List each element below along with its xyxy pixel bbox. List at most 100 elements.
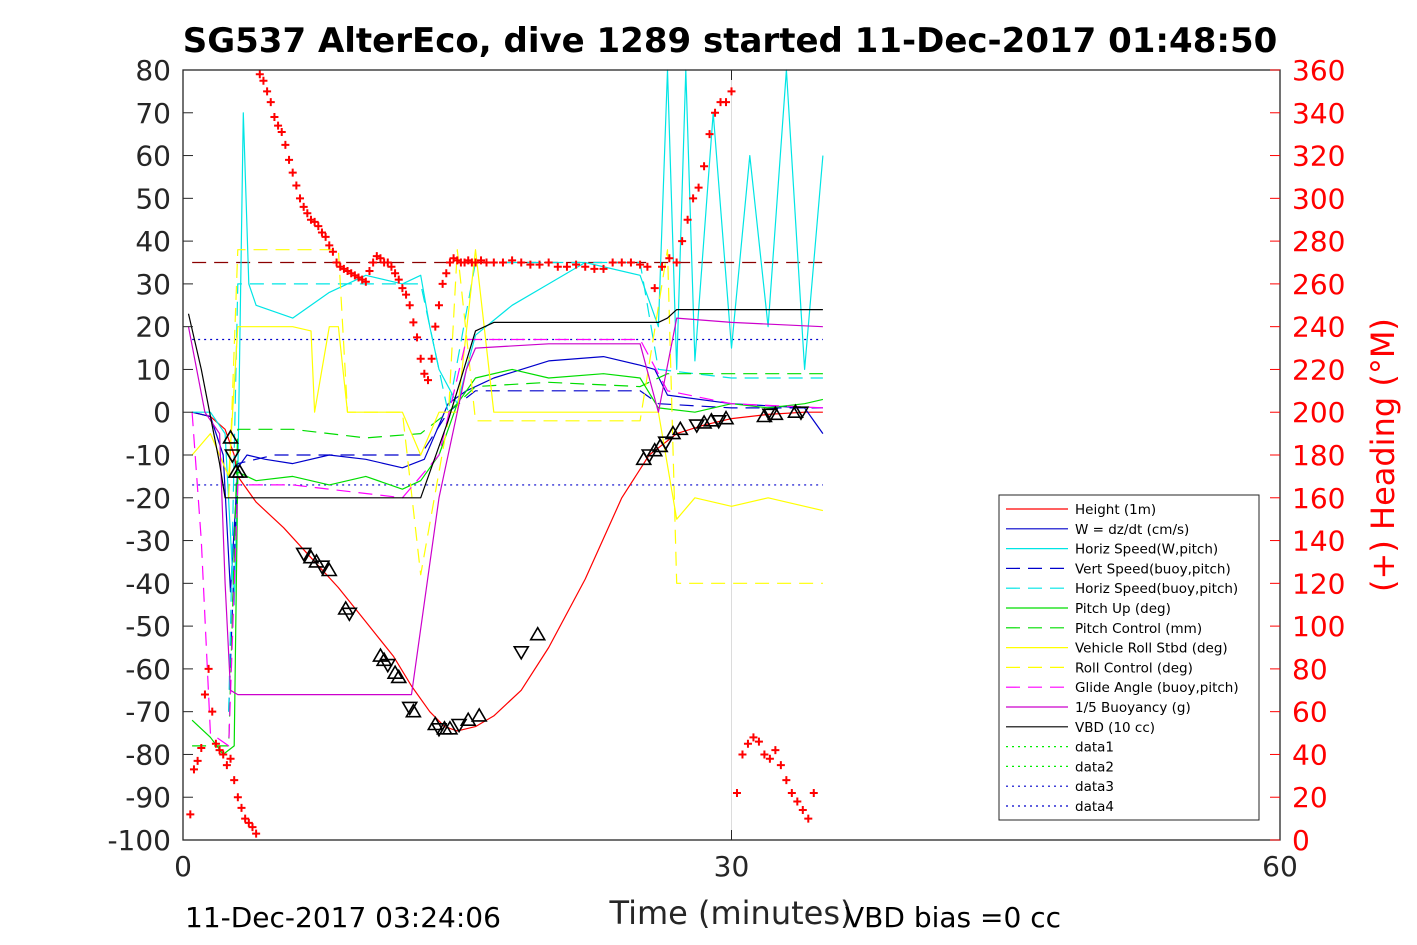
heading-point-13 [233, 793, 242, 802]
triangle-marker-4 [295, 547, 313, 562]
heading-point-19 [255, 70, 264, 79]
heading-point-15 [241, 814, 250, 823]
heading-point-54 [383, 258, 392, 267]
legend-label-3: Vert Speed(buoy,pitch) [1075, 561, 1231, 577]
heading-point-21 [263, 87, 272, 96]
heading-point-95 [617, 258, 626, 267]
heading-point-37 [321, 232, 330, 241]
heading-point-94 [608, 258, 617, 267]
heading-point-104 [683, 215, 692, 224]
heading-point-56 [391, 269, 400, 278]
heading-point-50 [369, 258, 378, 267]
heading-point-121 [776, 761, 785, 770]
triangle-marker-33 [671, 420, 689, 436]
heading-point-35 [314, 222, 323, 231]
y2-tick-label-3: 300 [1292, 182, 1345, 215]
heading-point-38 [325, 241, 334, 250]
heading-point-1 [189, 765, 198, 774]
legend-label-8: Roll Control (deg) [1075, 660, 1193, 676]
heading-point-67 [431, 322, 440, 331]
series-line-7 [191, 249, 824, 520]
triangle-marker-21 [441, 720, 459, 735]
heading-point-5 [204, 664, 213, 673]
triangle-marker-34 [688, 419, 706, 434]
triangle-marker-25 [512, 645, 530, 661]
x-tick-label-1: 30 [714, 850, 750, 883]
heading-point-119 [765, 754, 774, 763]
triangle-marker-13 [379, 658, 397, 674]
heading-point-63 [416, 354, 425, 363]
series-line-10 [187, 317, 823, 696]
y2-tick-label-15: 60 [1292, 696, 1328, 729]
heading-point-58 [398, 284, 407, 293]
triangle-marker-41 [766, 405, 784, 421]
triangle-marker-37 [710, 414, 728, 430]
heading-point-80 [482, 258, 491, 267]
y-tick-label-4: 40 [135, 225, 171, 258]
heading-point-113 [732, 788, 741, 797]
y2-tick-label-18: 0 [1292, 824, 1310, 857]
triangle-marker-32 [664, 425, 682, 440]
heading-point-71 [445, 258, 454, 267]
heading-point-107 [700, 162, 709, 171]
heading-point-31 [299, 202, 308, 211]
heading-point-48 [361, 277, 370, 286]
y-tick-label-14: -60 [125, 653, 171, 686]
heading-point-52 [376, 254, 385, 263]
heading-points [186, 70, 818, 838]
heading-point-127 [809, 788, 818, 797]
heading-point-118 [760, 750, 769, 759]
y2-tick-label-12: 120 [1292, 567, 1345, 600]
triangle-marker-31 [657, 436, 675, 451]
x-axis-label: Time (minutes) [609, 894, 853, 932]
triangle-marker-19 [430, 722, 448, 738]
y-tick-label-1: 70 [135, 97, 171, 130]
heading-point-3 [197, 744, 206, 753]
heading-point-85 [526, 260, 535, 269]
y2-tick-label-1: 340 [1292, 97, 1345, 130]
legend-label-6: Pitch Control (mm) [1075, 621, 1202, 637]
footer-vbd-bias: VBD bias =0 cc [845, 901, 1061, 934]
heading-point-55 [387, 262, 396, 271]
triangle-marker-35 [695, 414, 713, 429]
y-tick-label-2: 60 [135, 140, 171, 173]
triangle-marker-7 [313, 560, 331, 575]
triangle-marker-8 [320, 561, 338, 577]
heading-point-18 [252, 829, 261, 838]
legend-label-2: Horiz Speed(W,pitch) [1075, 542, 1218, 558]
heading-point-93 [599, 264, 608, 273]
y-tick-label-5: 30 [135, 268, 171, 301]
heading-point-25 [277, 128, 286, 137]
heading-point-70 [442, 269, 451, 278]
y2-tick-label-7: 220 [1292, 353, 1345, 386]
heading-point-92 [590, 264, 599, 273]
heading-point-39 [328, 247, 337, 256]
heading-point-97 [636, 260, 645, 269]
heading-point-26 [281, 140, 290, 149]
triangle-marker-0 [222, 429, 239, 444]
heading-point-12 [230, 776, 239, 785]
heading-point-108 [705, 130, 714, 139]
heading-point-27 [285, 155, 294, 164]
heading-point-111 [722, 98, 731, 107]
series-line-11 [187, 309, 823, 499]
legend-label-12: data1 [1075, 740, 1114, 756]
heading-point-86 [535, 260, 544, 269]
triangle-marker-29 [646, 442, 664, 457]
triangle-marker-1 [223, 449, 241, 464]
heading-point-24 [274, 121, 283, 130]
heading-point-20 [259, 76, 268, 85]
heading-point-16 [244, 818, 253, 827]
series-lines [187, 69, 824, 756]
heading-point-124 [793, 797, 802, 806]
legend-label-7: Vehicle Roll Stbd (deg) [1075, 641, 1228, 657]
triangle-marker-23 [459, 711, 477, 727]
legend-label-15: data4 [1075, 799, 1114, 815]
heading-point-115 [743, 739, 752, 748]
heading-point-116 [749, 733, 758, 742]
legend-label-13: data2 [1075, 759, 1114, 775]
y2-tick-label-17: 20 [1292, 781, 1328, 814]
heading-point-49 [365, 267, 374, 276]
legend-label-9: Glide Angle (buoy,pitch) [1075, 680, 1239, 696]
